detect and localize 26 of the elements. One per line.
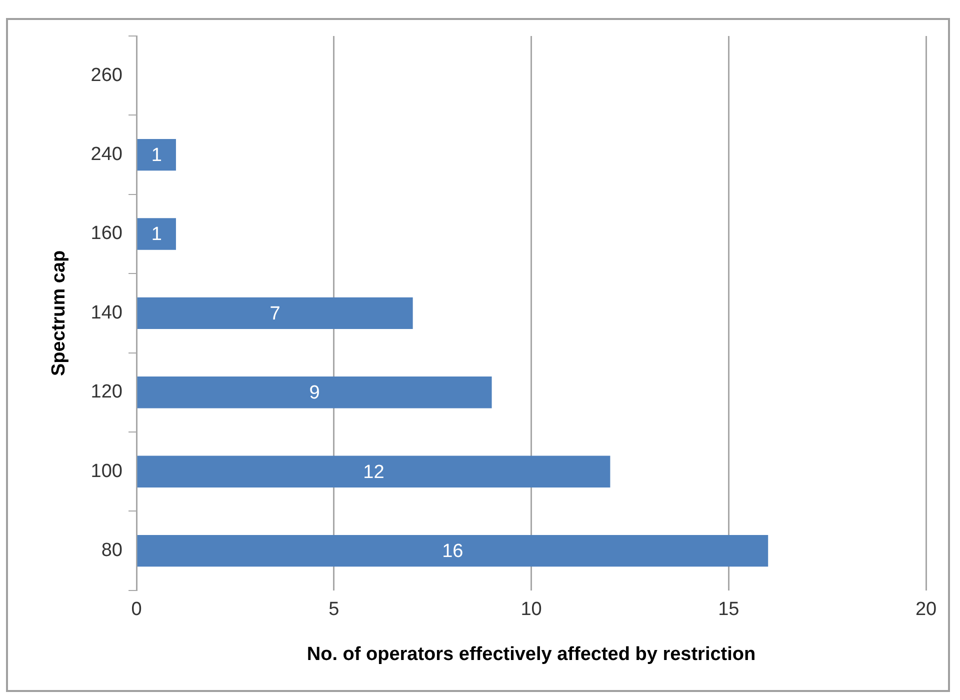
bar [137, 534, 768, 567]
bar [137, 376, 492, 408]
x-tick-label: 20 [915, 599, 937, 620]
y-tick-label: 120 [90, 382, 122, 403]
data-label: 1 [151, 224, 162, 246]
bar [137, 456, 610, 488]
bar [137, 297, 413, 330]
y-tick-label: 160 [90, 223, 122, 244]
x-tick-label: 15 [718, 599, 740, 620]
y-tick-label: 80 [101, 540, 122, 562]
data-label: 7 [270, 303, 280, 324]
bar [137, 218, 176, 250]
y-tick-label: 100 [90, 460, 122, 482]
x-axis-title: No. of operators effectively affected by restriction [306, 644, 756, 665]
x-tick-label: 5 [328, 599, 340, 620]
x-tick-label: 0 [131, 599, 142, 620]
y-axis-title: Spectrum cap [48, 250, 70, 376]
y-tick-label: 260 [90, 64, 122, 86]
bar [137, 138, 176, 171]
data-label: 16 [442, 541, 464, 562]
data-label: 9 [309, 382, 320, 404]
data-label: 12 [363, 462, 384, 483]
y-tick-label: 240 [90, 144, 122, 166]
x-tick-label: 10 [520, 599, 542, 620]
data-label: 1 [151, 145, 162, 166]
y-tick-label: 140 [90, 302, 122, 324]
